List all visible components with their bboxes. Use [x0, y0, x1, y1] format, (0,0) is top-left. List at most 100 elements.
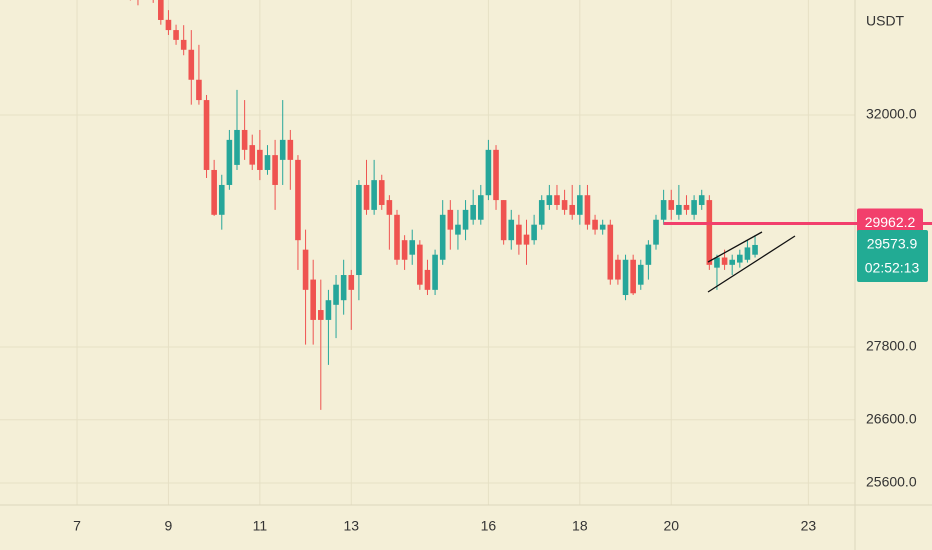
candle-body	[196, 79, 202, 101]
candle-body	[706, 200, 713, 265]
y-tick-label: 27800.0	[866, 338, 917, 354]
x-tick-label: 9	[165, 518, 173, 534]
candle-body	[173, 30, 179, 40]
candle-body	[561, 200, 568, 210]
candle-body	[592, 219, 598, 230]
candle-body	[455, 224, 461, 235]
candle-body	[318, 310, 324, 320]
axis-label: USDT	[866, 13, 905, 29]
candle-body	[409, 240, 416, 255]
candle-body	[211, 169, 217, 215]
x-tick-label: 23	[801, 518, 817, 534]
candle-body	[234, 129, 240, 165]
candle-body	[577, 195, 583, 215]
grid	[0, 0, 855, 505]
candle-body	[378, 180, 385, 205]
trend-line	[707, 235, 796, 293]
x-tick-label: 20	[663, 518, 679, 534]
candle-body	[165, 19, 172, 31]
candle-body	[698, 195, 705, 205]
candle-body	[714, 257, 720, 268]
y-tick-label: 26600.0	[866, 410, 917, 426]
candle-body	[257, 149, 263, 170]
y-tick-label: 25600.0	[866, 474, 917, 490]
candle-body	[356, 184, 362, 276]
candle-body	[287, 139, 294, 160]
candle-body	[325, 300, 332, 320]
candle-body	[546, 195, 553, 205]
countdown-label: 02:52:13	[865, 260, 920, 276]
candle-body	[523, 234, 530, 245]
candle-body	[538, 200, 545, 225]
x-tick-label: 7	[73, 518, 81, 534]
candle-body	[279, 139, 286, 160]
candle-body	[615, 259, 621, 280]
candle-body	[691, 200, 697, 215]
candle-body	[264, 155, 271, 170]
x-tick-label: 13	[343, 518, 359, 534]
candle-body	[371, 180, 377, 210]
candle-body	[599, 224, 606, 230]
candle-body	[683, 204, 690, 210]
candle-body	[333, 284, 339, 305]
candle-body	[218, 184, 225, 215]
candle-body	[462, 209, 469, 230]
last-price-label: 29573.9	[867, 236, 918, 252]
candle-body	[508, 219, 515, 241]
candle-body	[630, 259, 636, 294]
trend-lines	[707, 231, 796, 293]
candle-body	[554, 195, 560, 205]
candle-body	[729, 259, 735, 265]
candle-body	[516, 224, 522, 245]
last-price-badge	[857, 229, 928, 282]
candle-body	[752, 244, 758, 255]
candle-body	[569, 204, 576, 215]
x-tick-label: 18	[572, 518, 588, 534]
candle-body	[439, 214, 446, 260]
trend-line	[707, 231, 763, 263]
candle-body	[249, 145, 256, 165]
candle-body	[417, 244, 423, 285]
candle-body	[180, 39, 187, 50]
candle-body	[653, 219, 659, 245]
candle-body	[226, 139, 233, 185]
candle-body	[241, 129, 248, 150]
candle-body	[295, 159, 301, 241]
overlays: 32000.0 27800.0 26600.0 25600.0 7 9 11 13 16 18 20…	[73, 106, 932, 534]
candle-body	[188, 49, 195, 80]
candle-body	[744, 247, 751, 260]
candle-body	[500, 200, 507, 241]
candle-body	[737, 254, 743, 263]
candle-body	[363, 184, 370, 210]
candle-body	[401, 240, 408, 260]
candle-body	[721, 257, 728, 265]
candle-body	[485, 149, 492, 196]
candle-body	[424, 269, 431, 290]
x-tick-label: 16	[481, 518, 497, 534]
candle-body	[203, 100, 210, 170]
y-tick-label: 32000.0	[866, 106, 917, 122]
candle-body	[622, 259, 629, 296]
candle-body	[302, 249, 309, 290]
candle-body	[447, 209, 454, 230]
candle-body	[158, 0, 164, 20]
candle-body	[272, 155, 278, 185]
price-label: 29962.2	[865, 214, 916, 230]
x-tick-label: 11	[253, 518, 268, 534]
candle-body	[432, 254, 438, 290]
candle-body	[348, 275, 355, 290]
candle-body	[470, 204, 476, 220]
candle-body	[340, 275, 347, 301]
candle-body	[386, 200, 393, 215]
candle-body	[531, 224, 537, 241]
candle-body	[607, 224, 614, 280]
candle-body	[584, 195, 591, 225]
candle-body	[310, 279, 316, 320]
candle-body	[645, 244, 652, 265]
candle-body	[676, 204, 682, 215]
candle-body	[477, 195, 484, 220]
candle-body	[668, 200, 675, 210]
candles	[129, 0, 758, 410]
